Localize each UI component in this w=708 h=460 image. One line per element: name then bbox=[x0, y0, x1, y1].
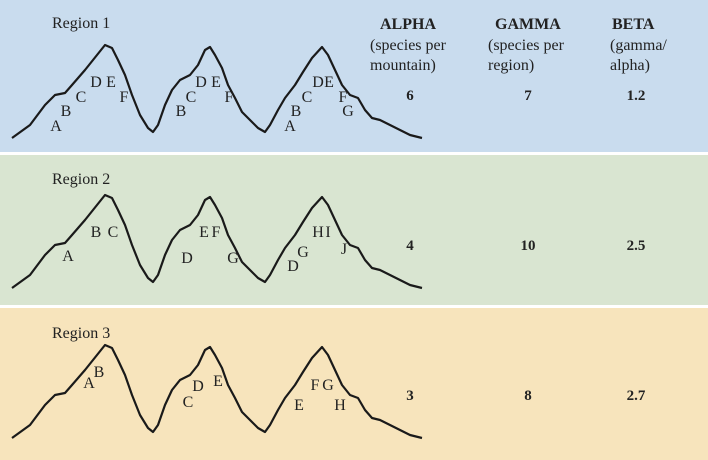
species-label: E bbox=[294, 397, 304, 414]
species-label: I bbox=[325, 224, 330, 241]
gamma-value: 7 bbox=[524, 88, 532, 104]
species-label: D bbox=[287, 258, 299, 275]
species-label: G bbox=[297, 244, 309, 261]
region-panel bbox=[0, 0, 708, 152]
species-label: F bbox=[120, 89, 129, 106]
gamma-value: 10 bbox=[521, 238, 536, 254]
species-label: E bbox=[106, 74, 116, 91]
species-label: D bbox=[192, 378, 204, 395]
region-name: Region 2 bbox=[52, 171, 110, 188]
alpha-value: 4 bbox=[406, 238, 414, 254]
species-label: B bbox=[176, 103, 187, 120]
species-label: B bbox=[61, 103, 72, 120]
species-label: E bbox=[213, 373, 223, 390]
species-label: C bbox=[76, 89, 87, 106]
mountain-outline bbox=[11, 43, 423, 140]
beta-value: 2.7 bbox=[627, 388, 646, 404]
species-label: B bbox=[91, 224, 102, 241]
species-label: B bbox=[94, 364, 105, 381]
species-label: A bbox=[83, 375, 95, 392]
region-panel bbox=[0, 308, 708, 460]
region-name: Region 1 bbox=[52, 15, 110, 32]
species-label: D bbox=[181, 250, 193, 267]
species-label: E bbox=[324, 74, 334, 91]
column-desc: alpha) bbox=[610, 57, 650, 74]
species-label: A bbox=[284, 118, 296, 135]
species-label: C bbox=[183, 394, 194, 411]
species-label: A bbox=[62, 248, 74, 265]
column-desc: mountain) bbox=[370, 57, 436, 74]
species-label: E bbox=[211, 74, 221, 91]
mountain-outline bbox=[11, 193, 423, 290]
species-label: F bbox=[212, 224, 221, 241]
species-label: A bbox=[50, 118, 62, 135]
species-label: F bbox=[311, 377, 320, 394]
beta-value: 2.5 bbox=[627, 238, 646, 254]
species-label: H bbox=[312, 224, 324, 241]
species-label: H bbox=[334, 397, 346, 414]
species-label: C bbox=[186, 89, 197, 106]
species-label: D bbox=[90, 74, 102, 91]
gamma-value: 8 bbox=[524, 388, 532, 404]
species-label: G bbox=[342, 103, 354, 120]
column-desc: (species per bbox=[488, 37, 565, 54]
region-panel bbox=[0, 155, 708, 305]
species-label: F bbox=[225, 89, 234, 106]
mountain-outline bbox=[11, 343, 423, 440]
region-name: Region 3 bbox=[52, 325, 110, 342]
species-label: G bbox=[322, 377, 334, 394]
species-label: C bbox=[302, 89, 313, 106]
column-title: GAMMA bbox=[495, 16, 561, 33]
column-desc: (species per bbox=[370, 37, 447, 54]
column-desc: (gamma/ bbox=[610, 37, 667, 54]
column-title: BETA bbox=[612, 16, 655, 33]
species-label: J bbox=[341, 241, 347, 258]
species-label: E bbox=[199, 224, 209, 241]
species-label: D bbox=[312, 74, 324, 91]
species-label: D bbox=[195, 74, 207, 91]
species-label: C bbox=[108, 224, 119, 241]
alpha-value: 3 bbox=[406, 388, 414, 404]
species-label: F bbox=[339, 89, 348, 106]
species-label: B bbox=[291, 103, 302, 120]
column-title: ALPHA bbox=[380, 16, 436, 33]
species-label: G bbox=[227, 250, 239, 267]
beta-value: 1.2 bbox=[627, 88, 646, 104]
alpha-value: 6 bbox=[406, 88, 414, 104]
column-desc: region) bbox=[488, 57, 534, 74]
